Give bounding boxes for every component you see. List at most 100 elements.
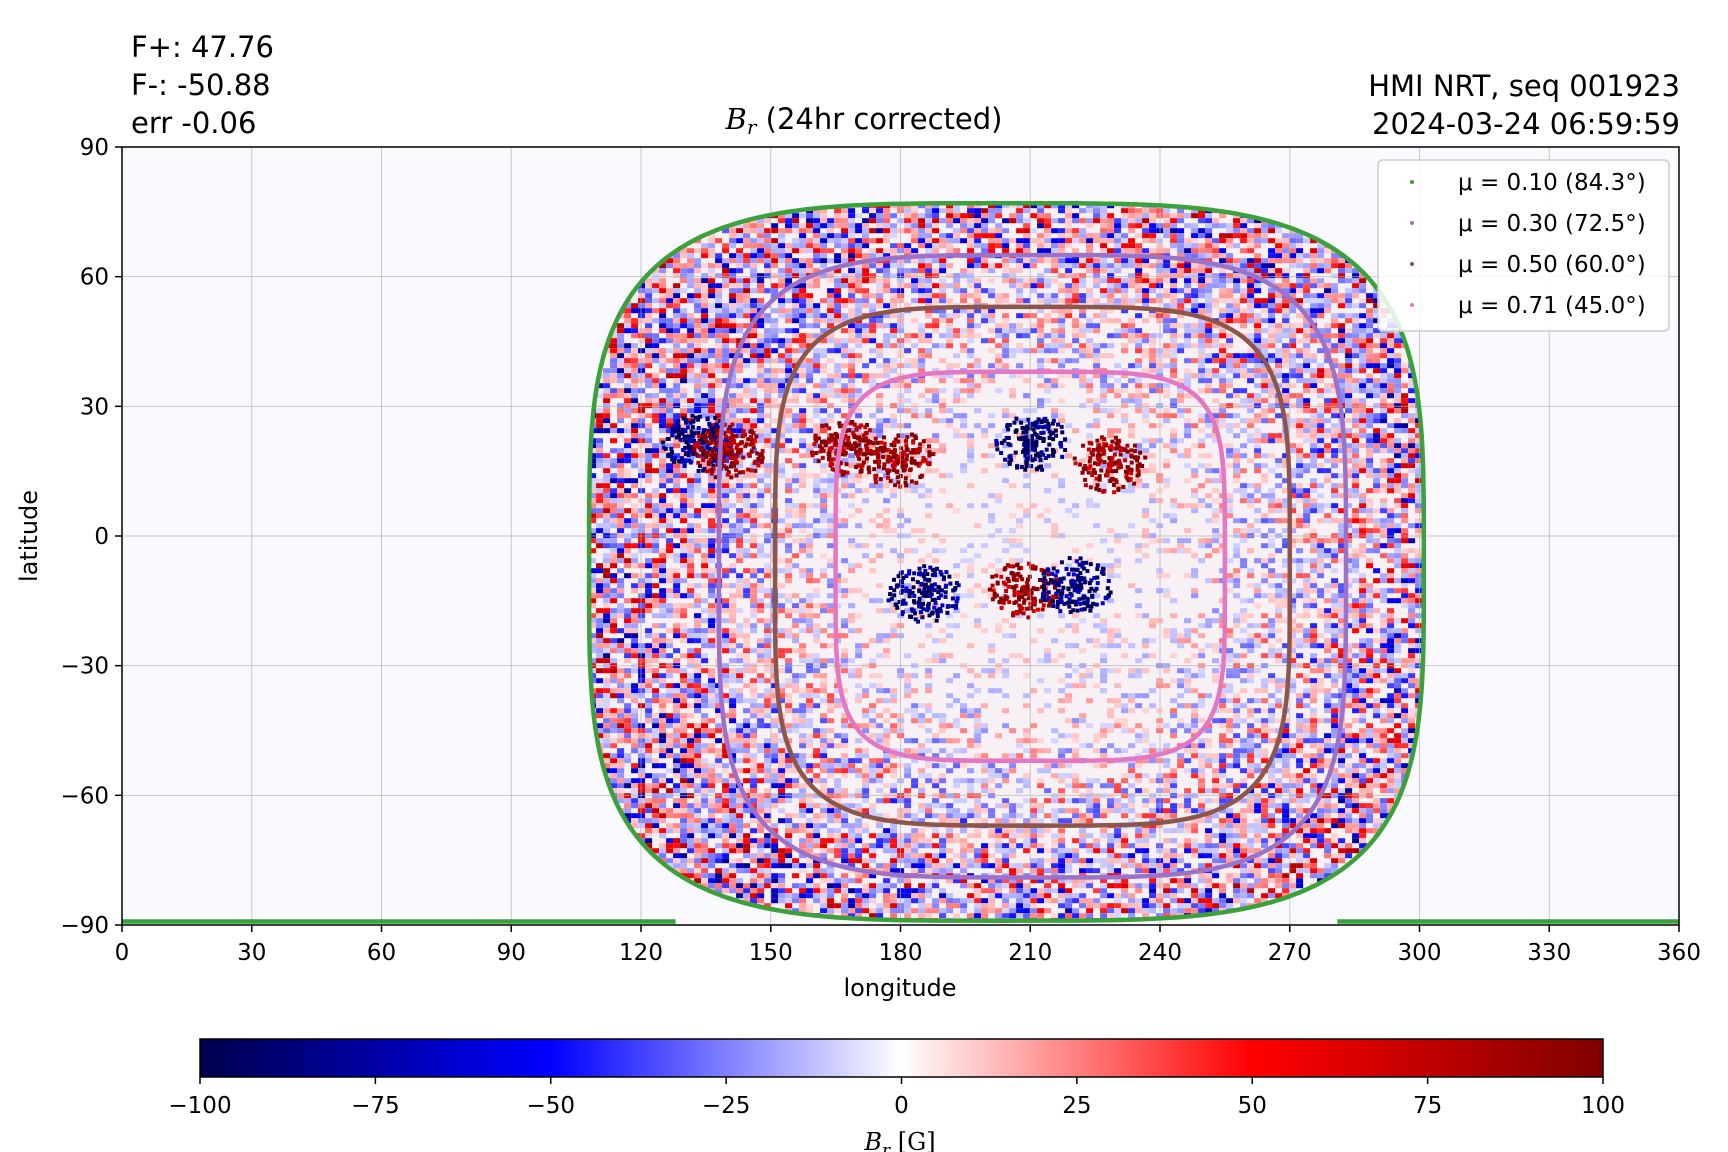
colorbar-tick: −75 [351, 1077, 400, 1119]
y-tick-label: 90 [80, 135, 109, 161]
flux-error: err -0.06 [131, 106, 257, 140]
y-tick: 30 [80, 394, 122, 420]
colorbar-tick-label: −100 [168, 1093, 231, 1119]
legend-label: μ = 0.30 (72.5°) [1458, 211, 1646, 237]
flux-stats: F+: 47.76 F-: -50.88 err -0.06 [131, 28, 274, 142]
colorbar-tick: −50 [526, 1077, 575, 1119]
x-tick: 150 [749, 925, 793, 966]
legend-marker [1410, 221, 1414, 225]
legend-marker [1410, 303, 1414, 307]
flux-positive: F+: 47.76 [131, 30, 274, 64]
x-tick-label: 330 [1527, 940, 1571, 966]
colorbar-tick-label: −75 [351, 1093, 400, 1119]
y-tick: 90 [80, 135, 122, 161]
colorbar-tick-label: −25 [702, 1093, 751, 1119]
y-tick-label: 0 [94, 524, 109, 550]
chart-title: Br (24hr corrected) [0, 102, 1728, 139]
y-tick: −60 [60, 783, 122, 809]
colorbar-label: Br [G] [863, 1128, 935, 1152]
x-tick-label: 30 [237, 940, 266, 966]
y-tick: −30 [60, 654, 122, 680]
x-tick-label: 150 [749, 940, 793, 966]
y-axis-ticks: 90 60 30 0 −30 −60 −90 [60, 135, 122, 939]
x-axis-label: longitude [843, 974, 956, 1002]
colorbar-tick-label: 0 [894, 1093, 909, 1119]
y-tick-label: −30 [60, 654, 109, 680]
legend-box [1377, 159, 1670, 332]
legend-label: μ = 0.10 (84.3°) [1458, 170, 1646, 196]
x-tick-label: 270 [1268, 940, 1312, 966]
title-text: (24hr corrected) [756, 102, 1003, 136]
legend-label: μ = 0.50 (60.0°) [1458, 252, 1646, 278]
x-tick-label: 300 [1398, 940, 1442, 966]
colorbar-tick-label: 75 [1413, 1093, 1442, 1119]
x-tick-label: 60 [367, 940, 396, 966]
title-subscript: r [746, 115, 757, 139]
active-region [886, 564, 961, 624]
x-tick: 60 [367, 925, 396, 966]
x-tick: 330 [1527, 925, 1571, 966]
legend: μ = 0.10 (84.3°) μ = 0.30 (72.5°) μ = 0.50… [1377, 159, 1670, 332]
mu-contour-05 [772, 304, 1293, 828]
x-tick: 30 [237, 925, 266, 966]
y-tick-label: −90 [60, 913, 109, 939]
colorbar-tick: −100 [168, 1077, 232, 1119]
x-tick-label: 180 [879, 940, 923, 966]
colorbar-ticks: −100 −75 −50 −25 0 25 50 75 100 [168, 1077, 1625, 1119]
x-tick-label: 120 [619, 940, 663, 966]
source-info: HMI NRT, seq 001923 2024-03-24 06:59:59 [1368, 67, 1680, 143]
x-tick: 90 [497, 925, 526, 966]
x-tick: 120 [619, 925, 663, 966]
mu-contours [122, 200, 1679, 924]
colorbar-tick: 75 [1413, 1077, 1442, 1119]
y-axis-label: latitude [15, 490, 43, 582]
source-sequence: HMI NRT, seq 001923 [1368, 69, 1680, 103]
mu-contour-071 [833, 369, 1228, 764]
y-tick-label: 30 [80, 394, 109, 420]
active-region [994, 416, 1068, 472]
active-region [1040, 556, 1113, 615]
y-tick: −90 [60, 913, 122, 939]
colorbar-tick-label: 100 [1581, 1093, 1625, 1119]
x-tick: 270 [1268, 925, 1312, 966]
colorbar-tick-label: 25 [1062, 1093, 1091, 1119]
active-region [691, 422, 765, 480]
x-tick-label: 240 [1138, 940, 1182, 966]
y-tick: 0 [94, 524, 122, 550]
colorbar-tick-label: −50 [526, 1093, 575, 1119]
legend-entry: μ = 0.10 (84.3°) [1410, 170, 1646, 196]
legend-label: μ = 0.71 (45.0°) [1458, 293, 1646, 319]
x-tick-label: 0 [115, 940, 130, 966]
y-tick: 60 [80, 265, 122, 291]
legend-marker [1410, 262, 1414, 266]
mu-contour-03 [716, 252, 1349, 880]
x-tick-label: 360 [1657, 940, 1701, 966]
colorbar-gradient [199, 1038, 1604, 1078]
x-tick: 240 [1138, 925, 1182, 966]
legend-entry: μ = 0.71 (45.0°) [1410, 293, 1646, 319]
x-tick: 0 [115, 925, 130, 966]
y-tick-label: −60 [60, 783, 109, 809]
colorbar: −100 −75 −50 −25 0 25 50 75 100 Br [G] [168, 1038, 1625, 1152]
legend-entry: μ = 0.30 (72.5°) [1410, 211, 1646, 237]
legend-marker [1410, 180, 1414, 184]
colorbar-tick: 25 [1062, 1077, 1092, 1119]
x-tick-label: 210 [1008, 940, 1052, 966]
active-region [1072, 435, 1148, 495]
mu-contour-01 [586, 200, 1427, 923]
x-tick: 360 [1657, 925, 1701, 966]
colorbar-tick: 0 [894, 1077, 909, 1119]
legend-entry: μ = 0.50 (60.0°) [1410, 252, 1646, 278]
y-tick-label: 60 [80, 265, 109, 291]
x-tick: 180 [879, 925, 923, 966]
source-timestamp: 2024-03-24 06:59:59 [1372, 107, 1680, 141]
colorbar-tick: 100 [1581, 1077, 1625, 1119]
flux-negative: F-: -50.88 [131, 68, 271, 102]
x-axis-ticks: 0 30 60 90 120 150 180 210 240 270 300 330 360 [115, 925, 1701, 966]
x-tick: 210 [1008, 925, 1052, 966]
x-tick-label: 90 [497, 940, 526, 966]
colorbar-tick: −25 [702, 1077, 751, 1119]
colorbar-tick-label: 50 [1238, 1093, 1267, 1119]
colorbar-tick: 50 [1238, 1077, 1267, 1119]
